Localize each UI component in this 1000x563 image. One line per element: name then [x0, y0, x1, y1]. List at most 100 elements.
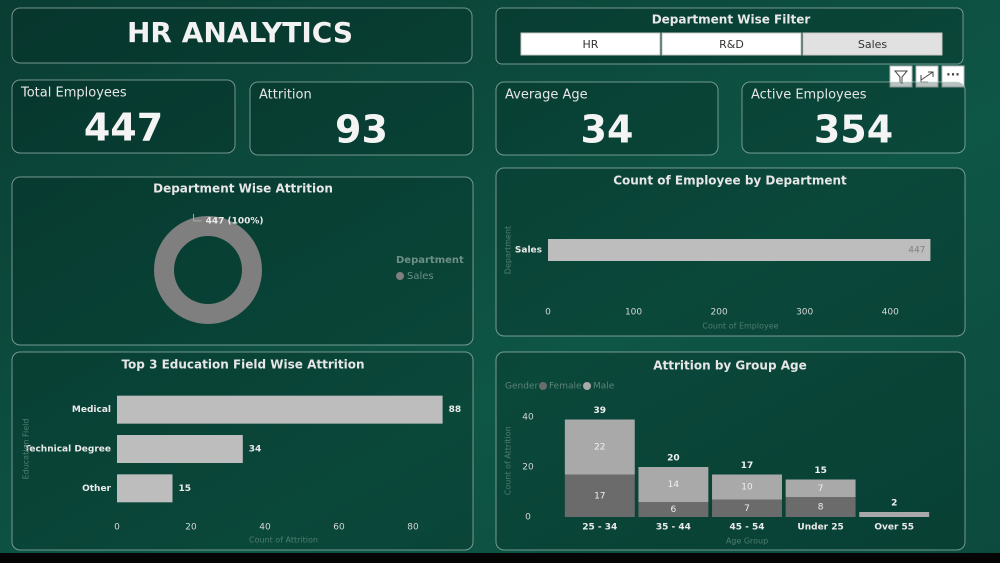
- bar-segment: [638, 467, 709, 502]
- y-tick-label: 0: [525, 513, 531, 523]
- x-tick-label: 25 - 34: [582, 523, 617, 533]
- charts: Department Wise Attrition 447 (100%) Depar…: [22, 174, 931, 546]
- total-label: 39: [594, 406, 607, 416]
- x-tick-label: 60: [333, 523, 345, 533]
- bar-segment: [785, 497, 856, 517]
- x-tick-label: 300: [796, 308, 813, 318]
- bar: [117, 474, 173, 503]
- filter-button-label: R&D: [719, 38, 744, 51]
- bar-segment: [712, 499, 782, 517]
- bar-segment: [638, 502, 709, 517]
- kpi-card: [741, 81, 966, 154]
- kpi-value: 93: [335, 108, 388, 152]
- kpi-card: [249, 81, 474, 156]
- segment-label: 10: [741, 483, 753, 493]
- x-tick-label: 35 - 44: [656, 523, 691, 533]
- legend-title: Gender: [505, 382, 538, 392]
- data-label: 88: [449, 405, 462, 415]
- x-tick-label: 0: [545, 308, 551, 318]
- x-tick-label: 40: [259, 523, 271, 533]
- chart-title: Top 3 Education Field Wise Attrition: [121, 358, 364, 372]
- legend-label: Sales: [407, 271, 434, 282]
- y-axis-title: Education Field: [22, 419, 31, 480]
- segment-label: 17: [594, 491, 605, 501]
- total-label: 2: [891, 499, 897, 509]
- filter-buttons: HR R&D Sales: [520, 32, 943, 56]
- segment-label: 22: [594, 443, 605, 453]
- legend-label: Male: [593, 382, 615, 392]
- filter-button-label: Sales: [858, 38, 888, 51]
- leader-line: [193, 213, 202, 222]
- data-label: 447 (100%): [206, 216, 264, 226]
- y-tick-label: Sales: [515, 246, 542, 256]
- data-label: 447: [908, 246, 925, 256]
- data-label: 34: [249, 445, 262, 455]
- bar-segment: [564, 419, 635, 475]
- x-axis-title: Count of Employee: [702, 322, 778, 331]
- total-label: 20: [667, 454, 680, 464]
- total-label: 17: [741, 461, 754, 471]
- total-label: 15: [814, 466, 827, 476]
- legend-swatch: [396, 272, 404, 280]
- bar-segment: [859, 512, 930, 517]
- filter-button[interactable]: [802, 32, 943, 56]
- chart-title: Count of Employee by Department: [613, 174, 847, 188]
- legend-swatch: [539, 382, 547, 390]
- x-tick-label: Under 25: [797, 523, 843, 533]
- filter-title: Department Wise Filter: [652, 13, 811, 27]
- bar: [548, 239, 931, 261]
- y-tick-label: Other: [82, 484, 111, 494]
- kpi-value: 34: [581, 108, 634, 152]
- filter-button[interactable]: [520, 32, 661, 56]
- y-tick-label: 20: [522, 463, 534, 473]
- y-tick-label: Medical: [72, 405, 111, 415]
- x-tick-label: 0: [114, 523, 120, 533]
- bar-segment: [564, 474, 635, 517]
- bottom-bar: [0, 553, 1000, 563]
- bar-segment: [712, 474, 782, 500]
- data-label: 15: [179, 484, 192, 494]
- x-tick-label: 20: [185, 523, 197, 533]
- y-tick-label: Technical Degree: [24, 445, 111, 455]
- kpi-value: 447: [84, 106, 163, 150]
- chart-title: Department Wise Attrition: [153, 182, 333, 196]
- x-axis-title: Age Group: [726, 537, 768, 546]
- bar: [117, 435, 243, 463]
- kpi-card: [11, 79, 236, 154]
- kpi-value: 354: [814, 108, 893, 152]
- x-tick-label: 200: [711, 308, 728, 318]
- y-axis-title: Department: [504, 226, 513, 274]
- chart-title: Attrition by Group Age: [653, 359, 807, 373]
- title-card: [11, 7, 473, 64]
- segment-label: 6: [671, 505, 677, 515]
- pie-slice: [154, 216, 262, 324]
- segment-label: 8: [818, 503, 824, 513]
- legend-label: Female: [549, 382, 582, 392]
- x-tick-label: 80: [407, 523, 419, 533]
- bar-segment: [785, 479, 856, 497]
- x-tick-label: Over 55: [874, 523, 914, 533]
- legend-title: Department: [396, 255, 464, 266]
- more-glyph: ···: [946, 68, 960, 82]
- filter-glyph: [893, 70, 909, 84]
- kpi-label: Average Age: [505, 88, 588, 103]
- x-axis-title: Count of Attrition: [249, 536, 318, 545]
- kpi-card: [495, 81, 719, 156]
- dashboard-title: HR ANALYTICS: [127, 16, 353, 49]
- segment-label: 7: [744, 504, 750, 514]
- kpi-row: Total Employees 447 Attrition 93 Average Age…: [11, 79, 966, 156]
- y-tick-label: 40: [522, 413, 534, 423]
- segment-label: 14: [668, 480, 680, 490]
- x-tick-label: 100: [625, 308, 642, 318]
- x-tick-label: 45 - 54: [729, 523, 764, 533]
- y-axis-title: Count of Attrition: [504, 426, 513, 495]
- kpi-label: Total Employees: [20, 86, 127, 101]
- kpi-label: Active Employees: [751, 88, 867, 103]
- legend-swatch: [583, 382, 591, 390]
- segment-label: 7: [818, 484, 824, 494]
- filter-button[interactable]: [661, 32, 802, 56]
- x-tick-label: 400: [882, 308, 899, 318]
- kpi-label: Attrition: [259, 88, 312, 103]
